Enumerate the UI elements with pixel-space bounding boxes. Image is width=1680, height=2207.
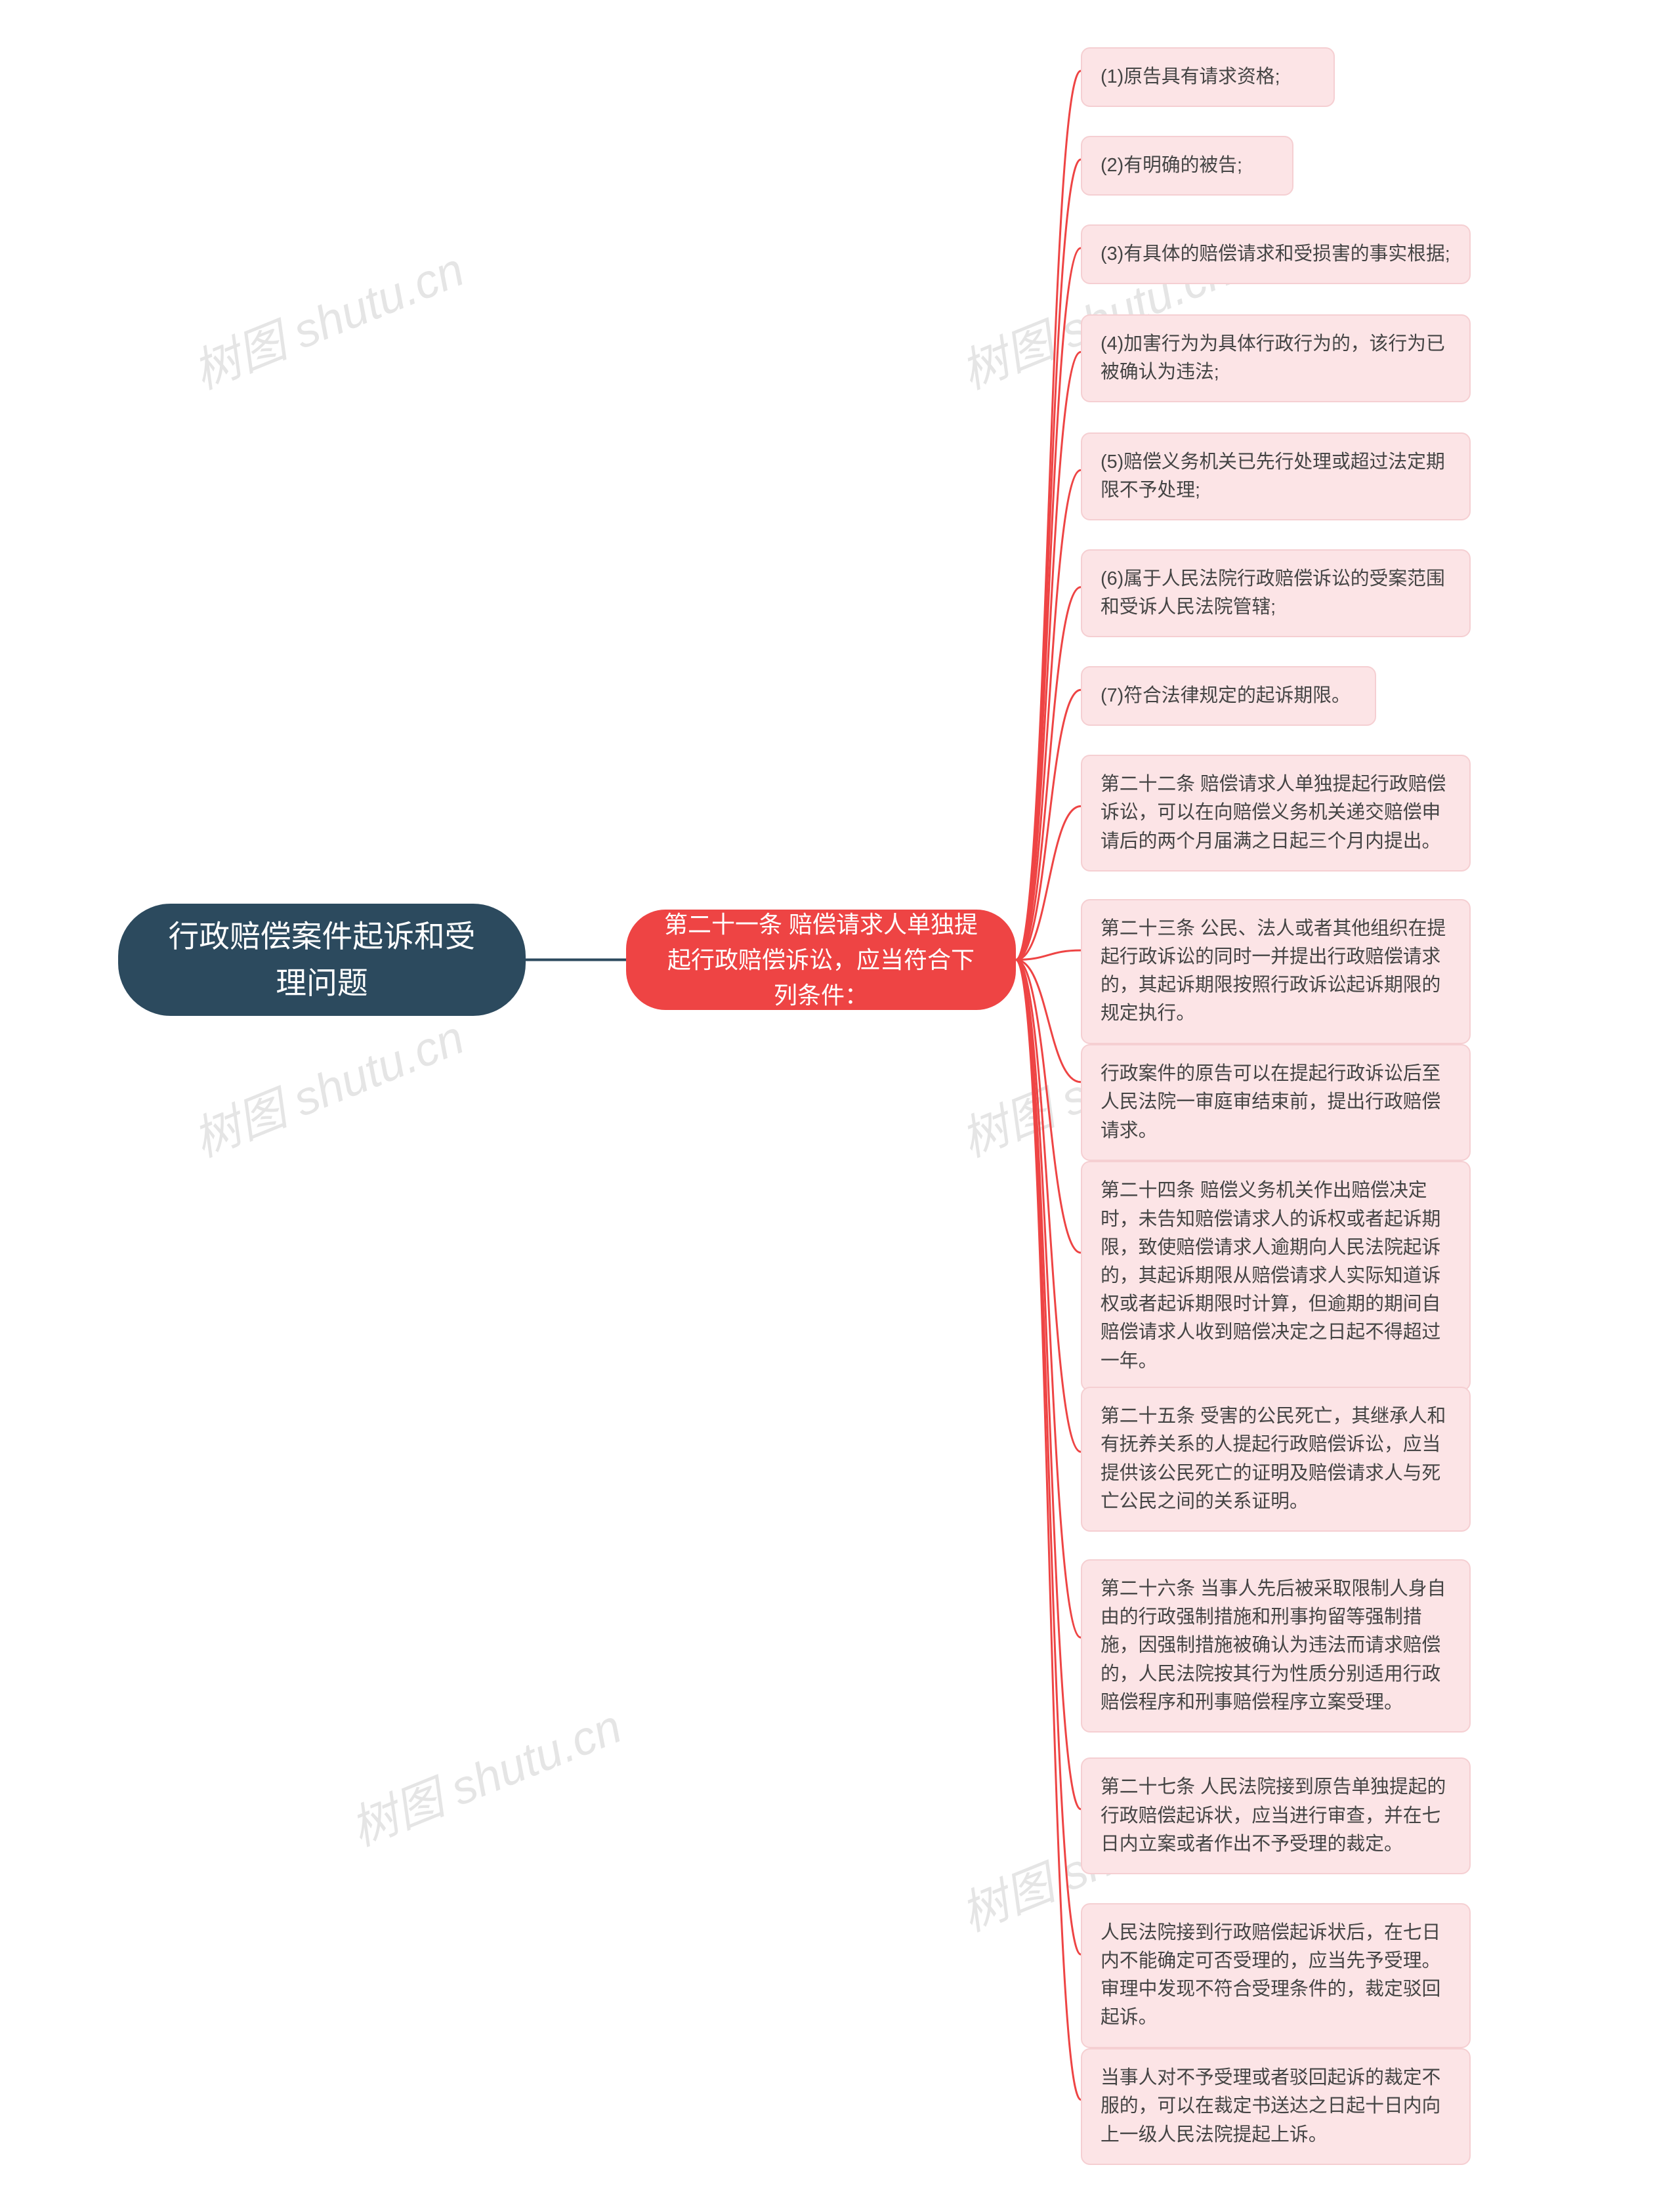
edge <box>1016 470 1081 959</box>
hub-label: 第二十一条 赔偿请求人单独提起行政赔偿诉讼，应当符合下列条件： <box>659 907 983 1013</box>
mindmap-leaf: 第二十三条 公民、法人或者其他组织在提起行政诉讼的同时一并提出行政赔偿请求的，其… <box>1081 899 1471 1044</box>
leaf-label: (4)加害行为为具体行政行为的，该行为已被确认为违法; <box>1101 330 1451 387</box>
edge <box>1016 71 1081 960</box>
edge <box>1016 960 1081 1638</box>
edge <box>1016 950 1081 959</box>
watermark: 树图 shutu.cn <box>181 999 472 1170</box>
root-label: 行政赔偿案件起诉和受理问题 <box>158 914 486 1005</box>
mindmap-leaf: (5)赔偿义务机关已先行处理或超过法定期限不予处理; <box>1081 432 1471 520</box>
leaf-label: (1)原告具有请求资格; <box>1101 63 1280 91</box>
mindmap-leaf: 第二十四条 赔偿义务机关作出赔偿决定时，未告知赔偿请求人的诉权或者起诉期限，致使… <box>1081 1161 1471 1391</box>
edge <box>1016 960 1081 1955</box>
edge <box>1016 587 1081 960</box>
mindmap-leaf: (2)有明确的被告; <box>1081 136 1293 196</box>
leaf-label: 第二十七条 人民法院接到原告单独提起的行政赔偿起诉状，应当进行审查，并在七日内立… <box>1101 1773 1451 1859</box>
mindmap-leaf: 第二十七条 人民法院接到原告单独提起的行政赔偿起诉状，应当进行审查，并在七日内立… <box>1081 1757 1471 1874</box>
edge <box>1016 352 1081 959</box>
leaf-label: 第二十三条 公民、法人或者其他组织在提起行政诉讼的同时一并提出行政赔偿请求的，其… <box>1101 915 1451 1028</box>
watermark: 树图 shutu.cn <box>339 1688 630 1859</box>
leaf-label: 行政案件的原告可以在提起行政诉讼后至人民法院一审庭审结束前，提出行政赔偿请求。 <box>1101 1060 1451 1145</box>
leaf-label: 当事人对不予受理或者驳回起诉的裁定不服的，可以在裁定书送达之日起十日内向上一级人… <box>1101 2064 1451 2149</box>
mindmap-leaf: 第二十六条 当事人先后被采取限制人身自由的行政强制措施和刑事拘留等强制措施，因强… <box>1081 1559 1471 1733</box>
leaf-label: (5)赔偿义务机关已先行处理或超过法定期限不予处理; <box>1101 448 1451 505</box>
mindmap-leaf: 人民法院接到行政赔偿起诉状后，在七日内不能确定可否受理的，应当先予受理。审理中发… <box>1081 1903 1471 2048</box>
mindmap-hub: 第二十一条 赔偿请求人单独提起行政赔偿诉讼，应当符合下列条件： <box>626 910 1016 1010</box>
edge <box>1016 960 1081 1452</box>
mindmap-leaf: (7)符合法律规定的起诉期限。 <box>1081 666 1376 726</box>
leaf-label: (7)符合法律规定的起诉期限。 <box>1101 682 1351 710</box>
watermark: 树图 shutu.cn <box>181 231 472 402</box>
mindmap-leaf: (6)属于人民法院行政赔偿诉讼的受案范围和受诉人民法院管辖; <box>1081 549 1471 637</box>
leaf-label: 第二十四条 赔偿义务机关作出赔偿决定时，未告知赔偿请求人的诉权或者起诉期限，致使… <box>1101 1177 1451 1375</box>
edge <box>1016 960 1081 1082</box>
mindmap-leaf: 当事人对不予受理或者驳回起诉的裁定不服的，可以在裁定书送达之日起十日内向上一级人… <box>1081 2048 1471 2165</box>
mindmap-leaf: 第二十五条 受害的公民死亡，其继承人和有抚养关系的人提起行政赔偿诉讼，应当提供该… <box>1081 1387 1471 1532</box>
leaf-label: (2)有明确的被告; <box>1101 152 1242 180</box>
edge <box>1016 960 1081 1809</box>
mindmap-root: 行政赔偿案件起诉和受理问题 <box>118 904 526 1016</box>
edge <box>1016 248 1081 960</box>
edge <box>1016 960 1081 1253</box>
edge <box>1016 159 1081 960</box>
leaf-label: 第二十六条 当事人先后被采取限制人身自由的行政强制措施和刑事拘留等强制措施，因强… <box>1101 1575 1451 1717</box>
edge <box>1016 960 1081 2100</box>
mindmap-leaf: 第二十二条 赔偿请求人单独提起行政赔偿诉讼，可以在向赔偿义务机关递交赔偿申请后的… <box>1081 755 1471 872</box>
leaf-label: 人民法院接到行政赔偿起诉状后，在七日内不能确定可否受理的，应当先予受理。审理中发… <box>1101 1919 1451 2032</box>
leaf-label: (3)有具体的赔偿请求和受损害的事实根据; <box>1101 240 1450 268</box>
mindmap-leaf: (3)有具体的赔偿请求和受损害的事实根据; <box>1081 224 1471 284</box>
leaf-label: 第二十二条 赔偿请求人单独提起行政赔偿诉讼，可以在向赔偿义务机关递交赔偿申请后的… <box>1101 770 1451 856</box>
leaf-label: (6)属于人民法院行政赔偿诉讼的受案范围和受诉人民法院管辖; <box>1101 565 1451 621</box>
edge <box>1016 690 1081 959</box>
mindmap-leaf: (4)加害行为为具体行政行为的，该行为已被确认为违法; <box>1081 314 1471 402</box>
leaf-label: 第二十五条 受害的公民死亡，其继承人和有抚养关系的人提起行政赔偿诉讼，应当提供该… <box>1101 1402 1451 1516</box>
mindmap-leaf: 行政案件的原告可以在提起行政诉讼后至人民法院一审庭审结束前，提出行政赔偿请求。 <box>1081 1044 1471 1161</box>
mindmap-leaf: (1)原告具有请求资格; <box>1081 47 1335 107</box>
edge <box>1016 807 1081 960</box>
